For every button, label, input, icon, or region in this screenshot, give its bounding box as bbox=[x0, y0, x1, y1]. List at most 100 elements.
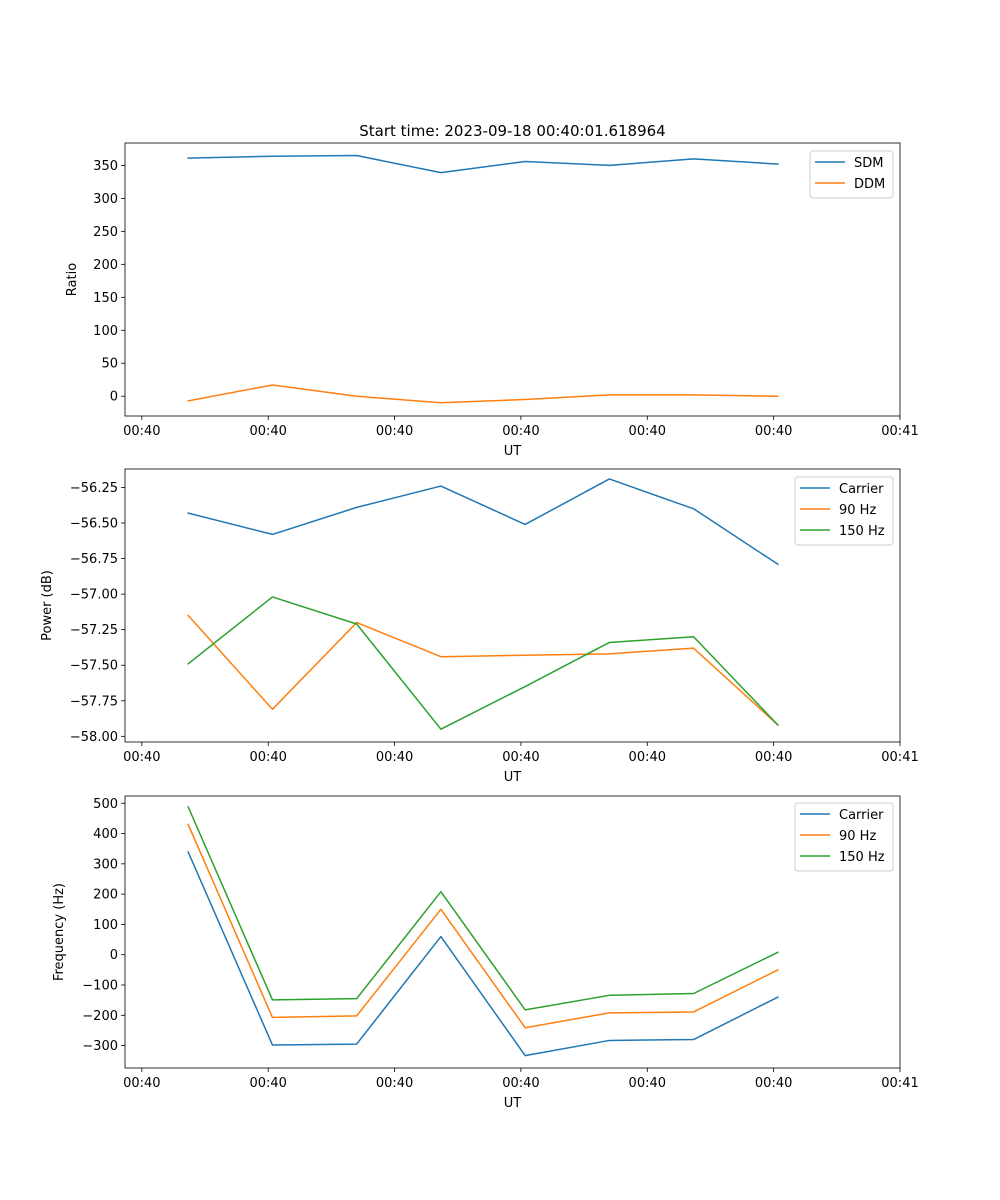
y-tick-label: −57.25 bbox=[70, 623, 118, 638]
x-tick-label: 00:40 bbox=[629, 1076, 666, 1091]
x-tick-label: 00:40 bbox=[376, 1076, 413, 1091]
legend-label: 150 Hz bbox=[839, 850, 885, 865]
y-tick-label: 50 bbox=[101, 357, 118, 372]
legend-item: DDM bbox=[815, 177, 885, 192]
x-axis-ticks: 00:40 00:40 00:40 00:40 00:40 00:40 00:41 bbox=[123, 742, 919, 765]
x-tick-label: 00:40 bbox=[502, 1076, 539, 1091]
legend-label: 150 Hz bbox=[839, 524, 885, 539]
x-tick-label: 00:40 bbox=[376, 424, 413, 439]
x-tick-label: 00:40 bbox=[123, 750, 160, 765]
legend-item: 90 Hz bbox=[800, 829, 876, 844]
axes-frame bbox=[124, 795, 901, 1069]
series-lines bbox=[187, 805, 779, 1057]
legend: Carrier 90 Hz 150 Hz bbox=[794, 802, 894, 872]
series-line-150-hz bbox=[187, 805, 779, 1011]
chart-power: 00:40 00:40 00:40 00:40 00:40 00:40 00:41 −58.0… bbox=[40, 468, 919, 785]
y-tick-label: 0 bbox=[110, 390, 118, 405]
y-tick-label: −57.75 bbox=[70, 694, 118, 709]
x-tick-label: 00:41 bbox=[881, 750, 918, 765]
x-tick-label: 00:40 bbox=[755, 750, 792, 765]
y-tick-label: −57.50 bbox=[70, 659, 118, 674]
y-tick-label: −300 bbox=[82, 1039, 118, 1054]
legend-label: Carrier bbox=[839, 808, 884, 823]
x-axis-ticks: 00:40 00:40 00:40 00:40 00:40 00:40 00:41 bbox=[123, 416, 919, 439]
series-line-90-hz bbox=[187, 823, 779, 1029]
series-line-90-hz bbox=[187, 614, 779, 726]
chart-frequency: 00:40 00:40 00:40 00:40 00:40 00:40 00:41−300−… bbox=[52, 795, 919, 1111]
x-tick-label: 00:40 bbox=[755, 424, 792, 439]
y-tick-label: 300 bbox=[93, 192, 118, 207]
y-tick-label: 200 bbox=[93, 888, 118, 903]
y-tick-label: −56.50 bbox=[70, 517, 118, 532]
axes-frame bbox=[124, 468, 901, 743]
y-tick-label: −57.00 bbox=[70, 588, 118, 603]
legend-item: Carrier bbox=[800, 482, 884, 497]
x-tick-label: 00:40 bbox=[502, 424, 539, 439]
series-line-150-hz bbox=[187, 596, 779, 730]
x-tick-label: 00:40 bbox=[629, 750, 666, 765]
y-tick-label: 400 bbox=[93, 827, 118, 842]
legend-label: SDM bbox=[854, 156, 883, 171]
legend-item: Carrier bbox=[800, 808, 884, 823]
y-tick-label: −56.25 bbox=[70, 481, 118, 496]
x-tick-label: 00:40 bbox=[249, 750, 286, 765]
legend-label: Carrier bbox=[839, 482, 884, 497]
x-tick-label: 00:40 bbox=[629, 424, 666, 439]
y-tick-label: −58.00 bbox=[70, 730, 118, 745]
y-axis-label: Power (dB) bbox=[40, 570, 55, 641]
series-line-carrier bbox=[187, 851, 779, 1057]
legend-box bbox=[794, 802, 894, 872]
x-tick-label: 00:40 bbox=[123, 1076, 160, 1091]
x-axis-label: UT bbox=[504, 770, 522, 785]
y-axis-label: Ratio bbox=[65, 263, 80, 296]
y-tick-label: −56.75 bbox=[70, 552, 118, 567]
x-axis-ticks: 00:40 00:40 00:40 00:40 00:40 00:40 00:41 bbox=[123, 1068, 919, 1091]
series-lines bbox=[187, 478, 779, 730]
axes-frame bbox=[124, 142, 901, 417]
y-tick-label: 500 bbox=[93, 797, 118, 812]
y-axis-ticks: −300 −200 −100 0 100 200 300 400 500 bbox=[82, 797, 125, 1054]
legend-item: SDM bbox=[815, 156, 883, 171]
x-axis-label: UT bbox=[504, 1096, 522, 1111]
legend: Carrier 90 Hz 150 Hz bbox=[794, 476, 894, 546]
y-tick-label: 150 bbox=[93, 291, 118, 306]
y-tick-label: 0 bbox=[110, 948, 118, 963]
series-line-ddm bbox=[187, 384, 779, 404]
y-tick-label: 100 bbox=[93, 918, 118, 933]
y-tick-label: 250 bbox=[93, 225, 118, 240]
legend-label: 90 Hz bbox=[839, 503, 876, 518]
series-line-sdm bbox=[187, 154, 779, 174]
y-tick-label: 350 bbox=[93, 159, 118, 174]
chart-ratio: 00:40 00:40 00:40 00:40 00:40 00:40 00:41 0 50 10… bbox=[65, 142, 919, 459]
x-tick-label: 00:41 bbox=[881, 424, 918, 439]
y-tick-label: −200 bbox=[82, 1009, 118, 1024]
y-axis-ticks: −58.00 −57.75 −57.50 −57.25 −57.00 −56.75 −56.… bbox=[70, 481, 125, 745]
series-line-carrier bbox=[187, 478, 779, 566]
x-tick-label: 00:40 bbox=[123, 424, 160, 439]
x-axis-label: UT bbox=[504, 444, 522, 459]
x-tick-label: 00:40 bbox=[249, 424, 286, 439]
figure-title: Start time: 2023-09-18 00:40:01.618964 bbox=[359, 122, 665, 140]
legend-item: 90 Hz bbox=[800, 503, 876, 518]
y-axis-ticks: 0 50 100 150 200 250 300 350 bbox=[93, 159, 125, 405]
legend-box bbox=[794, 476, 894, 546]
legend: SDM DDM bbox=[809, 150, 894, 199]
x-tick-label: 00:41 bbox=[881, 1076, 918, 1091]
legend-label: 90 Hz bbox=[839, 829, 876, 844]
x-tick-label: 00:40 bbox=[502, 750, 539, 765]
y-tick-label: 100 bbox=[93, 324, 118, 339]
charts-container: 00:40 00:40 00:40 00:40 00:40 00:40 00:41 0 50 10… bbox=[40, 142, 919, 1111]
y-tick-label: −100 bbox=[82, 979, 118, 994]
x-tick-label: 00:40 bbox=[376, 750, 413, 765]
legend-item: 150 Hz bbox=[800, 524, 885, 539]
x-tick-label: 00:40 bbox=[249, 1076, 286, 1091]
legend-item: 150 Hz bbox=[800, 850, 885, 865]
y-tick-label: 200 bbox=[93, 258, 118, 273]
legend-label: DDM bbox=[854, 177, 885, 192]
y-axis-label: Frequency (Hz) bbox=[52, 883, 67, 981]
series-lines bbox=[187, 154, 779, 404]
x-tick-label: 00:40 bbox=[755, 1076, 792, 1091]
y-tick-label: 300 bbox=[93, 857, 118, 872]
